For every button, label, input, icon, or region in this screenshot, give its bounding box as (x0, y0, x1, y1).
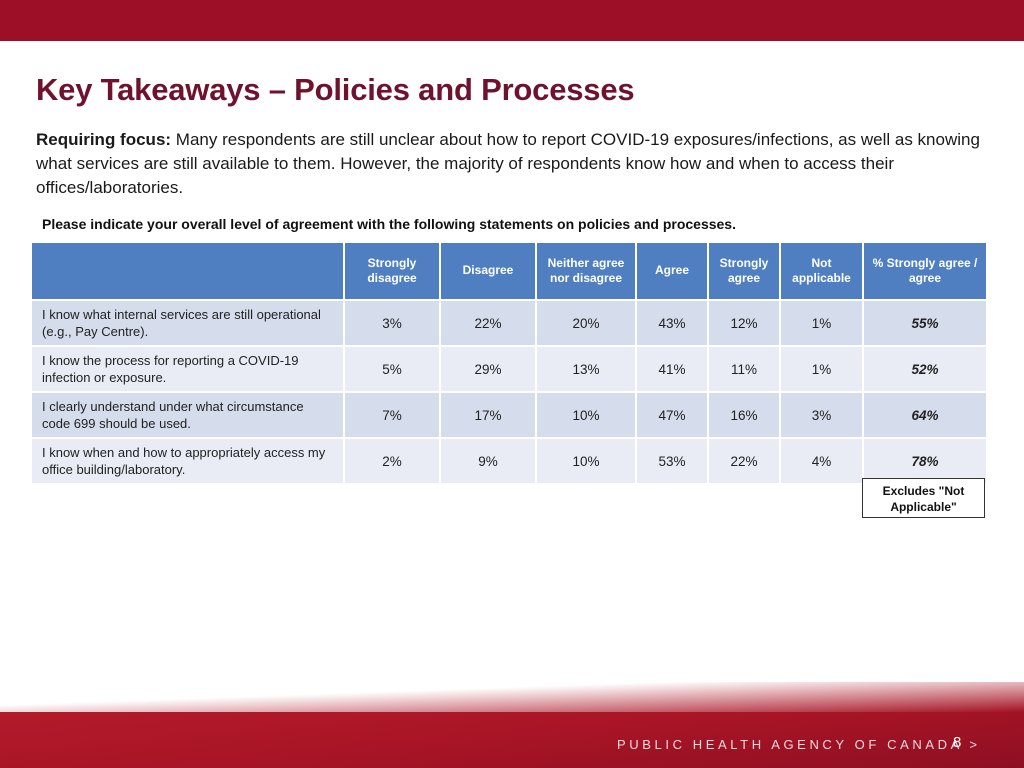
survey-question: Please indicate your overall level of ag… (42, 216, 736, 232)
header-strongly-agree: Strongly agree (708, 243, 781, 301)
cell-strongly-agree: 12% (708, 300, 781, 347)
cell-strongly-disagree: 3% (344, 300, 441, 347)
cell-disagree: 9% (440, 438, 537, 485)
top-brand-band (0, 0, 1024, 41)
table-row: I clearly understand under what circumst… (32, 392, 988, 439)
cell-summary: 52% (862, 346, 988, 393)
table-row: I know when and how to appropriately acc… (32, 438, 988, 485)
intro-lead: Requiring focus: (36, 130, 172, 149)
slide-title: Key Takeaways – Policies and Processes (36, 72, 635, 107)
footer-agency-name: PUBLIC HEALTH AGENCY OF CANADA > (617, 737, 981, 752)
row-statement: I know the process for reporting a COVID… (32, 346, 345, 393)
table-header-row: Strongly disagree Disagree Neither agree… (32, 243, 988, 301)
cell-summary: 64% (862, 392, 988, 439)
cell-strongly-disagree: 5% (344, 346, 441, 393)
page-number: 8 (953, 734, 962, 751)
row-statement: I know what internal services are still … (32, 300, 345, 347)
cell-neither: 20% (536, 300, 637, 347)
cell-strongly-disagree: 2% (344, 438, 441, 485)
header-disagree: Disagree (440, 243, 537, 301)
cell-strongly-agree: 16% (708, 392, 781, 439)
cell-summary: 78% (862, 438, 988, 485)
cell-neither: 10% (536, 392, 637, 439)
cell-agree: 43% (636, 300, 709, 347)
cell-agree: 53% (636, 438, 709, 485)
header-strongly-disagree: Strongly disagree (344, 243, 441, 301)
cell-strongly-agree: 11% (708, 346, 781, 393)
cell-neither: 13% (536, 346, 637, 393)
cell-not-applicable: 4% (780, 438, 864, 485)
row-statement: I clearly understand under what circumst… (32, 392, 345, 439)
cell-disagree: 29% (440, 346, 537, 393)
cell-not-applicable: 1% (780, 300, 864, 347)
cell-disagree: 22% (440, 300, 537, 347)
agreement-table: Strongly disagree Disagree Neither agree… (32, 243, 988, 485)
header-neither: Neither agree nor disagree (536, 243, 637, 301)
cell-not-applicable: 1% (780, 346, 864, 393)
header-not-applicable: Not applicable (780, 243, 864, 301)
header-statement (32, 243, 345, 301)
cell-not-applicable: 3% (780, 392, 864, 439)
cell-strongly-disagree: 7% (344, 392, 441, 439)
cell-strongly-agree: 22% (708, 438, 781, 485)
cell-summary: 55% (862, 300, 988, 347)
excludes-note: Excludes "Not Applicable" (862, 478, 985, 518)
cell-agree: 41% (636, 346, 709, 393)
table-row: I know what internal services are still … (32, 300, 988, 347)
cell-agree: 47% (636, 392, 709, 439)
intro-paragraph: Requiring focus: Many respondents are st… (36, 128, 986, 200)
header-agree: Agree (636, 243, 709, 301)
footer-brand-band (0, 682, 1024, 768)
cell-disagree: 17% (440, 392, 537, 439)
table-row: I know the process for reporting a COVID… (32, 346, 988, 393)
row-statement: I know when and how to appropriately acc… (32, 438, 345, 485)
cell-neither: 10% (536, 438, 637, 485)
intro-text: Many respondents are still unclear about… (36, 130, 980, 197)
header-summary: % Strongly agree / agree (862, 243, 988, 301)
